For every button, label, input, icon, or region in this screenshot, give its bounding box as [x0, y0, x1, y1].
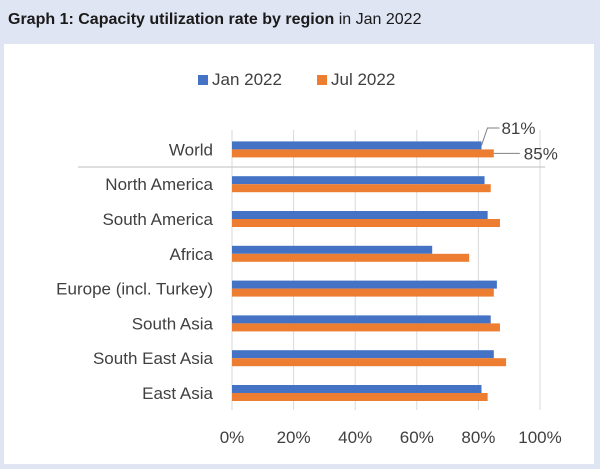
bar-jul-2022: [232, 219, 500, 227]
bar-jan-2022: [232, 176, 485, 185]
annotation-leader-line: [481, 127, 500, 146]
category-label: Africa: [170, 245, 214, 264]
x-tick-label: 100%: [518, 428, 561, 447]
category-label: World: [169, 140, 213, 159]
bar-jul-2022: [232, 393, 488, 401]
bar-jan-2022: [232, 280, 497, 289]
bar-jul-2022: [232, 358, 507, 367]
bar-jan-2022: [232, 350, 494, 359]
bar-jul-2022: [232, 253, 470, 262]
bar-jan-2022: [232, 211, 488, 219]
bar-jul-2022: [232, 184, 491, 193]
category-label: South East Asia: [93, 349, 214, 368]
title-bar: Graph 1: Capacity utilization rate by re…: [0, 0, 600, 40]
bar-jan-2022: [232, 245, 433, 254]
legend-swatch: [198, 75, 208, 85]
annotation-label: 85%: [524, 144, 558, 163]
bar-jan-2022: [232, 315, 491, 324]
category-label: East Asia: [142, 384, 213, 403]
x-tick-label: 80%: [461, 428, 495, 447]
chart-title-bold: Graph 1: Capacity utilization rate by re…: [8, 11, 335, 28]
legend-label: Jul 2022: [331, 70, 395, 89]
x-tick-label: 60%: [400, 428, 434, 447]
bar-jan-2022: [232, 141, 482, 150]
bar-jul-2022: [232, 288, 494, 297]
x-tick-label: 40%: [338, 428, 372, 447]
bar-jan-2022: [232, 385, 482, 393]
category-label: North America: [105, 175, 213, 194]
annotation-label: 81%: [501, 119, 535, 138]
legend-swatch: [317, 75, 327, 85]
chart-title: Graph 1: Capacity utilization rate by re…: [8, 11, 421, 29]
bar-jul-2022: [232, 323, 500, 332]
bar-jul-2022: [232, 149, 494, 158]
x-tick-label: 0%: [220, 428, 245, 447]
category-label: Europe (incl. Turkey): [56, 280, 213, 299]
chart-title-suffix: in Jan 2022: [334, 11, 422, 28]
category-label: South Asia: [132, 314, 214, 333]
legend-label: Jan 2022: [212, 70, 282, 89]
x-tick-label: 20%: [277, 428, 311, 447]
category-label: South America: [102, 210, 213, 229]
